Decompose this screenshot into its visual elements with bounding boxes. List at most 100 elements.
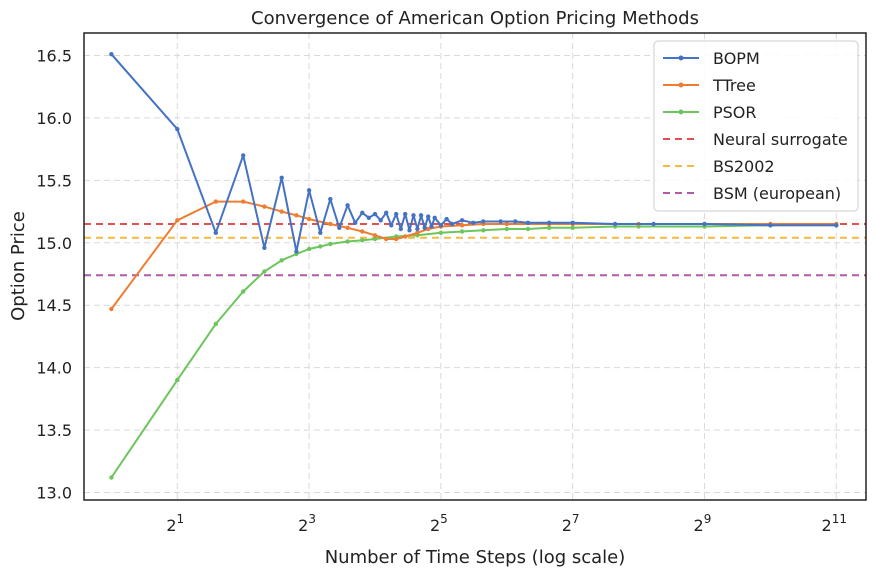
chart-title: Convergence of American Option Pricing M…	[251, 8, 699, 29]
data-point	[547, 220, 552, 225]
data-point	[403, 211, 408, 217]
y-tick-label: 15.5	[36, 171, 72, 190]
y-tick-label: 13.5	[36, 421, 72, 440]
data-point	[449, 221, 455, 227]
series-lines	[109, 52, 839, 480]
data-point	[415, 230, 420, 235]
data-point	[513, 219, 518, 224]
data-point	[459, 223, 465, 228]
data-point	[241, 289, 246, 294]
data-point	[360, 229, 365, 234]
data-point	[504, 221, 509, 227]
legend-marker	[678, 82, 684, 88]
data-point	[498, 219, 503, 224]
data-point	[426, 226, 431, 232]
data-point	[345, 239, 350, 244]
data-point	[262, 245, 267, 250]
data-point	[547, 225, 552, 230]
data-point	[471, 220, 476, 225]
data-point	[438, 230, 444, 235]
data-point	[651, 221, 656, 227]
data-point	[768, 223, 773, 228]
data-point	[459, 229, 465, 234]
data-point	[702, 221, 707, 227]
y-axis-title: Option Price	[8, 211, 29, 321]
legend-label: TTree	[712, 76, 756, 95]
data-point	[213, 199, 218, 204]
legend-box	[653, 40, 859, 212]
x-tick-label: 21	[166, 512, 184, 535]
data-point	[109, 475, 114, 480]
data-point	[241, 153, 246, 158]
data-point	[294, 213, 299, 218]
legend-marker	[678, 109, 684, 115]
data-point	[429, 224, 434, 229]
data-point	[337, 225, 342, 230]
y-axis-ticks: 13.0 13.5 14.0 14.5 15.0 15.5 16.0 16.5	[36, 46, 72, 502]
data-point	[241, 199, 246, 204]
series-line	[110, 53, 837, 253]
data-point	[384, 236, 389, 242]
legend-label: BOPM	[713, 49, 760, 68]
data-point	[415, 226, 420, 232]
data-point	[306, 216, 312, 222]
y-tick-label: 14.5	[36, 296, 72, 315]
data-point	[403, 234, 408, 239]
data-point	[411, 213, 416, 218]
x-axis-ticks: 21 23 25 27 29 211	[166, 512, 847, 535]
data-point	[279, 258, 284, 263]
legend-label: BSM (european)	[713, 184, 841, 203]
data-point	[328, 241, 333, 247]
y-tick-label: 16.5	[36, 46, 72, 65]
x-axis-title: Number of Time Steps (log scale)	[325, 547, 626, 568]
data-point	[372, 233, 378, 238]
data-point	[372, 236, 378, 242]
data-point	[262, 204, 267, 209]
data-point	[398, 226, 403, 232]
data-point	[570, 220, 575, 225]
data-point	[834, 223, 839, 228]
data-point	[360, 210, 365, 215]
legend-marker	[678, 55, 684, 61]
legend-label: Neural surrogate	[713, 130, 848, 149]
data-point	[426, 214, 431, 219]
data-point	[175, 377, 180, 383]
x-tick-label: 27	[562, 512, 580, 535]
data-point	[481, 228, 486, 233]
y-tick-label: 14.0	[36, 359, 72, 378]
data-point	[394, 236, 399, 242]
y-tick-label: 13.0	[36, 484, 72, 503]
data-point	[525, 226, 531, 232]
data-point	[279, 175, 284, 180]
x-tick-label: 23	[298, 512, 316, 535]
data-point	[353, 220, 358, 225]
legend-label: BS2002	[713, 157, 775, 176]
data-point	[389, 223, 394, 228]
data-point	[213, 321, 218, 327]
data-point	[525, 220, 531, 225]
data-point	[438, 223, 444, 228]
data-point	[306, 246, 312, 252]
x-tick-label: 25	[430, 512, 448, 535]
data-point	[394, 211, 399, 217]
data-point	[328, 221, 333, 227]
data-point	[318, 244, 323, 249]
data-point	[504, 226, 509, 232]
data-point	[360, 238, 365, 243]
data-point	[262, 269, 267, 274]
data-point	[175, 218, 180, 223]
y-tick-label: 15.0	[36, 234, 72, 253]
plot-frame	[83, 32, 867, 501]
data-point	[570, 225, 575, 230]
data-point	[306, 188, 312, 193]
data-point	[328, 196, 333, 202]
data-point	[384, 210, 389, 215]
data-point	[459, 218, 465, 223]
data-point	[294, 249, 299, 254]
data-point	[345, 225, 350, 230]
data-point	[372, 211, 378, 217]
data-point	[109, 52, 114, 57]
data-point	[378, 218, 383, 223]
data-point	[318, 230, 323, 235]
